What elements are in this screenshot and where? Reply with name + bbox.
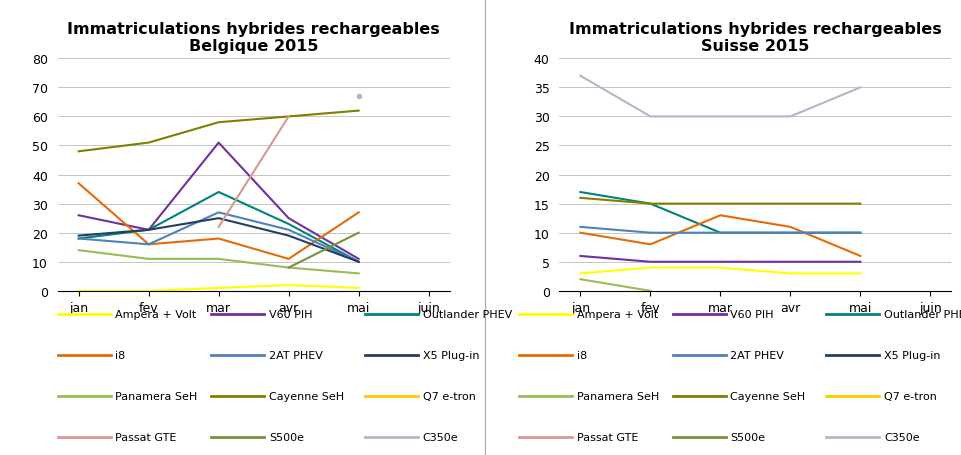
Text: X5 Plug-in: X5 Plug-in — [423, 350, 480, 360]
Text: Passat GTE: Passat GTE — [577, 432, 638, 442]
Text: V60 PIH: V60 PIH — [269, 309, 312, 319]
Text: C350e: C350e — [884, 432, 920, 442]
Text: Ampera + Volt: Ampera + Volt — [115, 309, 197, 319]
Text: Q7 e-tron: Q7 e-tron — [884, 391, 937, 401]
Text: Q7 e-tron: Q7 e-tron — [423, 391, 476, 401]
Text: S500e: S500e — [269, 432, 304, 442]
Text: C350e: C350e — [423, 432, 458, 442]
Text: Cayenne SeH: Cayenne SeH — [730, 391, 805, 401]
Text: Cayenne SeH: Cayenne SeH — [269, 391, 344, 401]
Text: Passat GTE: Passat GTE — [115, 432, 177, 442]
Text: 2AT PHEV: 2AT PHEV — [269, 350, 323, 360]
Title: Immatriculations hybrides rechargeables
Belgique 2015: Immatriculations hybrides rechargeables … — [67, 21, 440, 54]
Text: X5 Plug-in: X5 Plug-in — [884, 350, 941, 360]
Title: Immatriculations hybrides rechargeables
Suisse 2015: Immatriculations hybrides rechargeables … — [569, 21, 942, 54]
Text: Panamera SeH: Panamera SeH — [577, 391, 659, 401]
Text: S500e: S500e — [730, 432, 765, 442]
Text: Outlander PHEV: Outlander PHEV — [884, 309, 961, 319]
Text: Outlander PHEV: Outlander PHEV — [423, 309, 512, 319]
Text: i8: i8 — [577, 350, 587, 360]
Text: i8: i8 — [115, 350, 126, 360]
Text: Ampera + Volt: Ampera + Volt — [577, 309, 658, 319]
Text: 2AT PHEV: 2AT PHEV — [730, 350, 784, 360]
Text: V60 PIH: V60 PIH — [730, 309, 774, 319]
Text: Panamera SeH: Panamera SeH — [115, 391, 198, 401]
